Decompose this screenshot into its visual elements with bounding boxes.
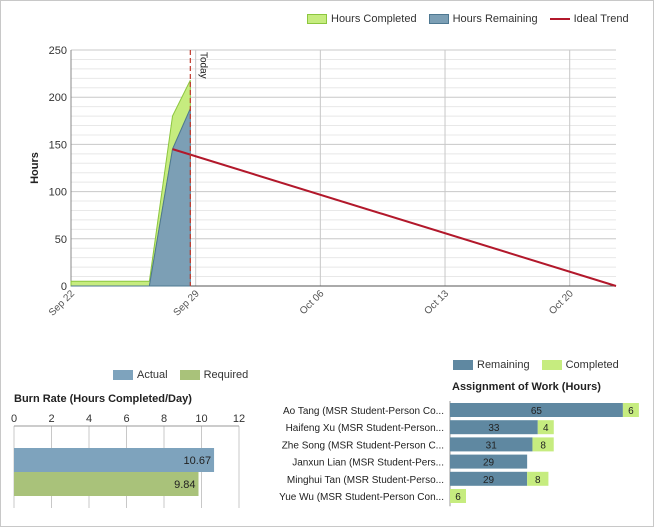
legend-remaining-label: Remaining (477, 359, 530, 371)
burn-rate-title: Burn Rate (Hours Completed/Day) (14, 393, 192, 405)
actual-bar-label: 10.67 (184, 455, 212, 467)
required-swatch (179, 370, 200, 380)
assignment-chart: Assignment of Work (Hours) Ao Tang (MSR S… (279, 381, 639, 507)
required-bar (14, 472, 199, 496)
remaining-bar (450, 437, 533, 452)
completed-bar (532, 437, 554, 452)
remaining-value: 31 (486, 440, 498, 451)
legend-remaining: Remaining (453, 359, 530, 371)
x-tick-label: 8 (161, 413, 167, 425)
burn-rate-legend: Actual Required (113, 369, 260, 381)
ideal-trend-swatch (549, 18, 570, 20)
y-tick-label: 50 (55, 234, 67, 246)
assignee-label: Janxun Lian (MSR Student-Pers... (292, 458, 444, 469)
completed-value: 6 (628, 406, 634, 417)
x-tick-label: Oct 20 (547, 288, 576, 317)
legend-required: Required (179, 369, 249, 381)
completed-value: 4 (543, 423, 549, 434)
hours-completed-swatch (307, 14, 327, 24)
remaining-value: 29 (483, 458, 495, 469)
remaining-value: 65 (531, 406, 543, 417)
assignee-label: Yue Wu (MSR Student-Person Con... (279, 492, 444, 503)
legend-ideal-trend: Ideal Trend (549, 13, 629, 25)
legend-actual-label: Actual (137, 369, 168, 381)
actual-swatch (113, 370, 133, 380)
remaining-value: 29 (483, 475, 495, 486)
x-tick-label: Oct 13 (423, 288, 452, 317)
assignee-label: Haifeng Xu (MSR Student-Person... (286, 423, 444, 434)
completed-value: 6 (455, 492, 461, 503)
x-tick-label: 2 (48, 413, 54, 425)
x-tick-label: 10 (195, 413, 207, 425)
burn-rate-chart: Burn Rate (Hours Completed/Day) 0 2 4 6 8 10 12… (11, 393, 245, 508)
y-tick-label: 200 (49, 92, 67, 104)
y-tick-label: 150 (49, 139, 67, 151)
completed-swatch (541, 360, 562, 370)
remaining-bar (450, 454, 528, 469)
burndown-legend: Hours Completed Hours Remaining Ideal Tr… (307, 13, 641, 25)
x-tick-label: Sep 29 (172, 288, 202, 318)
remaining-swatch (453, 360, 473, 370)
legend-hours-completed: Hours Completed (307, 13, 417, 25)
assignee-label: Minghui Tan (MSR Student-Perso... (287, 475, 444, 486)
remaining-value: 33 (488, 423, 500, 434)
legend-hours-completed-label: Hours Completed (331, 13, 417, 25)
x-tick-label: 0 (11, 413, 17, 425)
required-bar-label: 9.84 (174, 479, 195, 491)
legend-hours-remaining: Hours Remaining (428, 13, 538, 25)
legend-ideal-trend-label: Ideal Trend (573, 13, 629, 25)
remaining-bar (450, 403, 623, 417)
completed-bar (622, 403, 639, 417)
hours-remaining-area (71, 108, 191, 287)
ideal-trend-line (172, 148, 617, 287)
y-tick-label: 0 (61, 281, 67, 293)
x-tick-label: 4 (86, 413, 92, 425)
y-tick-label: 250 (49, 45, 67, 57)
legend-required-label: Required (203, 369, 249, 381)
legend-completed-label: Completed (565, 359, 619, 371)
remaining-bar (450, 471, 528, 486)
assignee-label: Ao Tang (MSR Student-Person Co... (283, 406, 444, 417)
assignment-legend: Remaining Completed (453, 359, 631, 371)
completed-bar (527, 471, 549, 486)
legend-actual: Actual (113, 369, 168, 381)
x-tick-label: 12 (233, 413, 245, 425)
actual-bar (14, 448, 215, 472)
assignment-title: Assignment of Work (Hours) (452, 381, 601, 393)
x-tick-label: 6 (123, 413, 129, 425)
legend-completed: Completed (541, 359, 619, 371)
x-tick-label: Oct 06 (298, 288, 327, 317)
remaining-bar (450, 420, 538, 435)
completed-value: 8 (535, 475, 541, 486)
hours-remaining-swatch (428, 14, 449, 24)
y-tick-label: 100 (49, 187, 67, 199)
assignee-label: Zhe Song (MSR Student-Person C... (282, 440, 444, 451)
legend-hours-remaining-label: Hours Remaining (452, 13, 538, 25)
completed-value: 8 (540, 440, 546, 451)
y-axis-label: Hours (29, 152, 41, 184)
today-marker-label: Today (197, 52, 208, 79)
completed-bar (537, 420, 554, 435)
completed-bar (450, 489, 466, 503)
